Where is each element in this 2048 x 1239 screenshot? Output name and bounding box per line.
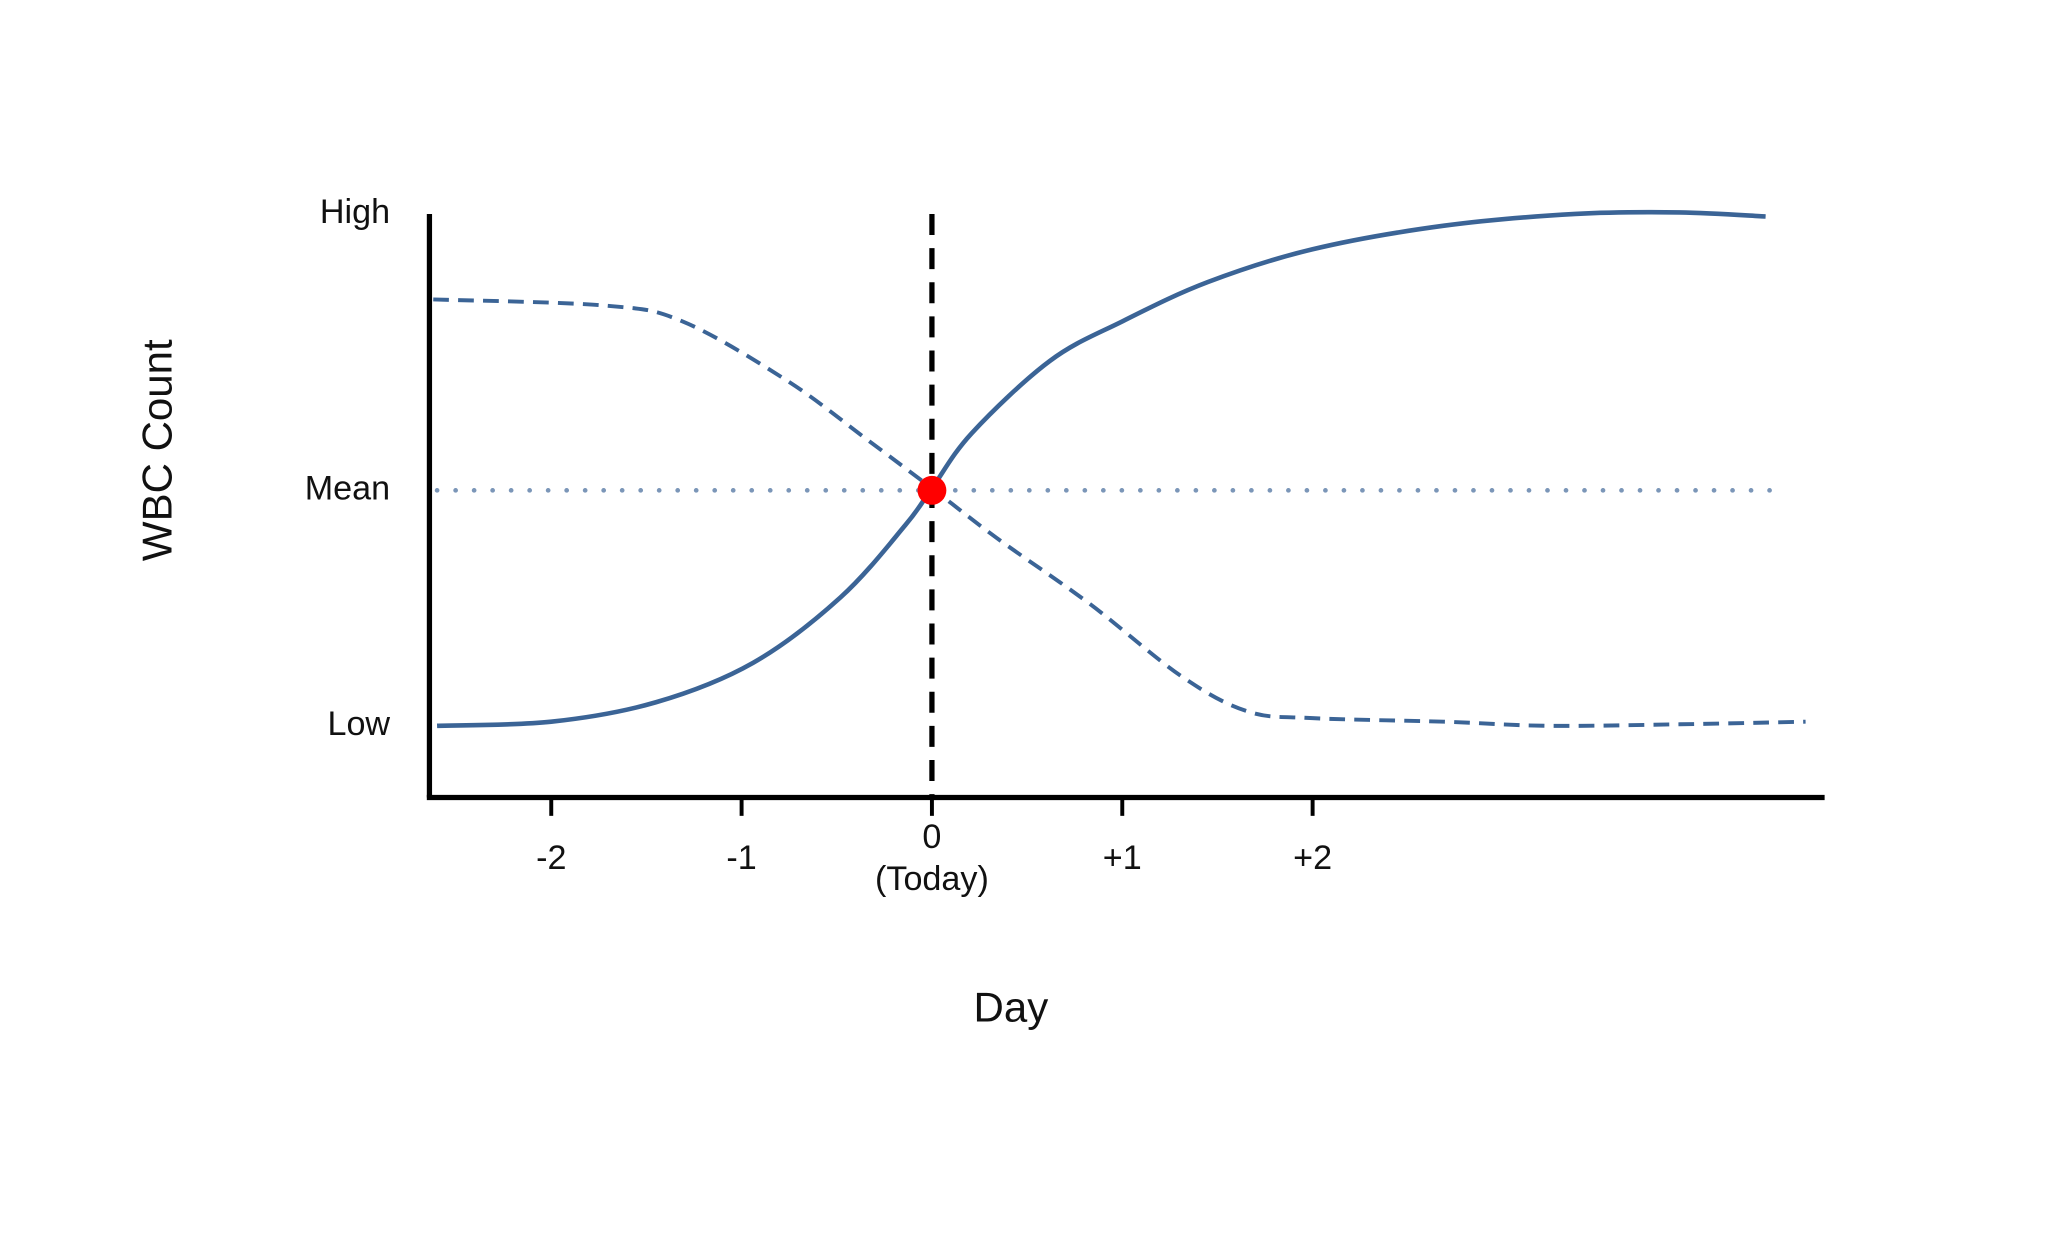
x-tick-label: -1 xyxy=(726,837,757,877)
x-tick-box: -1 xyxy=(726,837,757,877)
x-tick-label: +2 xyxy=(1293,837,1333,877)
line-series xyxy=(436,209,1766,729)
x-tick-box: +2 xyxy=(1293,837,1333,877)
x-tick-label: +1 xyxy=(1102,837,1142,877)
x-tick-box: +1 xyxy=(1102,837,1142,877)
y-tick-label: Mean xyxy=(305,469,390,507)
x-tick-label: -2 xyxy=(536,837,567,877)
x-tick-box: -2 xyxy=(536,837,567,877)
x-tick-label: 0 (Today) xyxy=(875,816,989,898)
today-point xyxy=(917,475,947,505)
line-series xyxy=(433,297,1806,728)
y-tick-label: High xyxy=(320,193,390,231)
x-axis-label: Day xyxy=(974,984,1049,1031)
y-tick-label: Low xyxy=(327,705,390,743)
x-tick-box: 0 (Today) xyxy=(875,816,989,898)
y-axis-label: WBC Count xyxy=(133,339,180,561)
